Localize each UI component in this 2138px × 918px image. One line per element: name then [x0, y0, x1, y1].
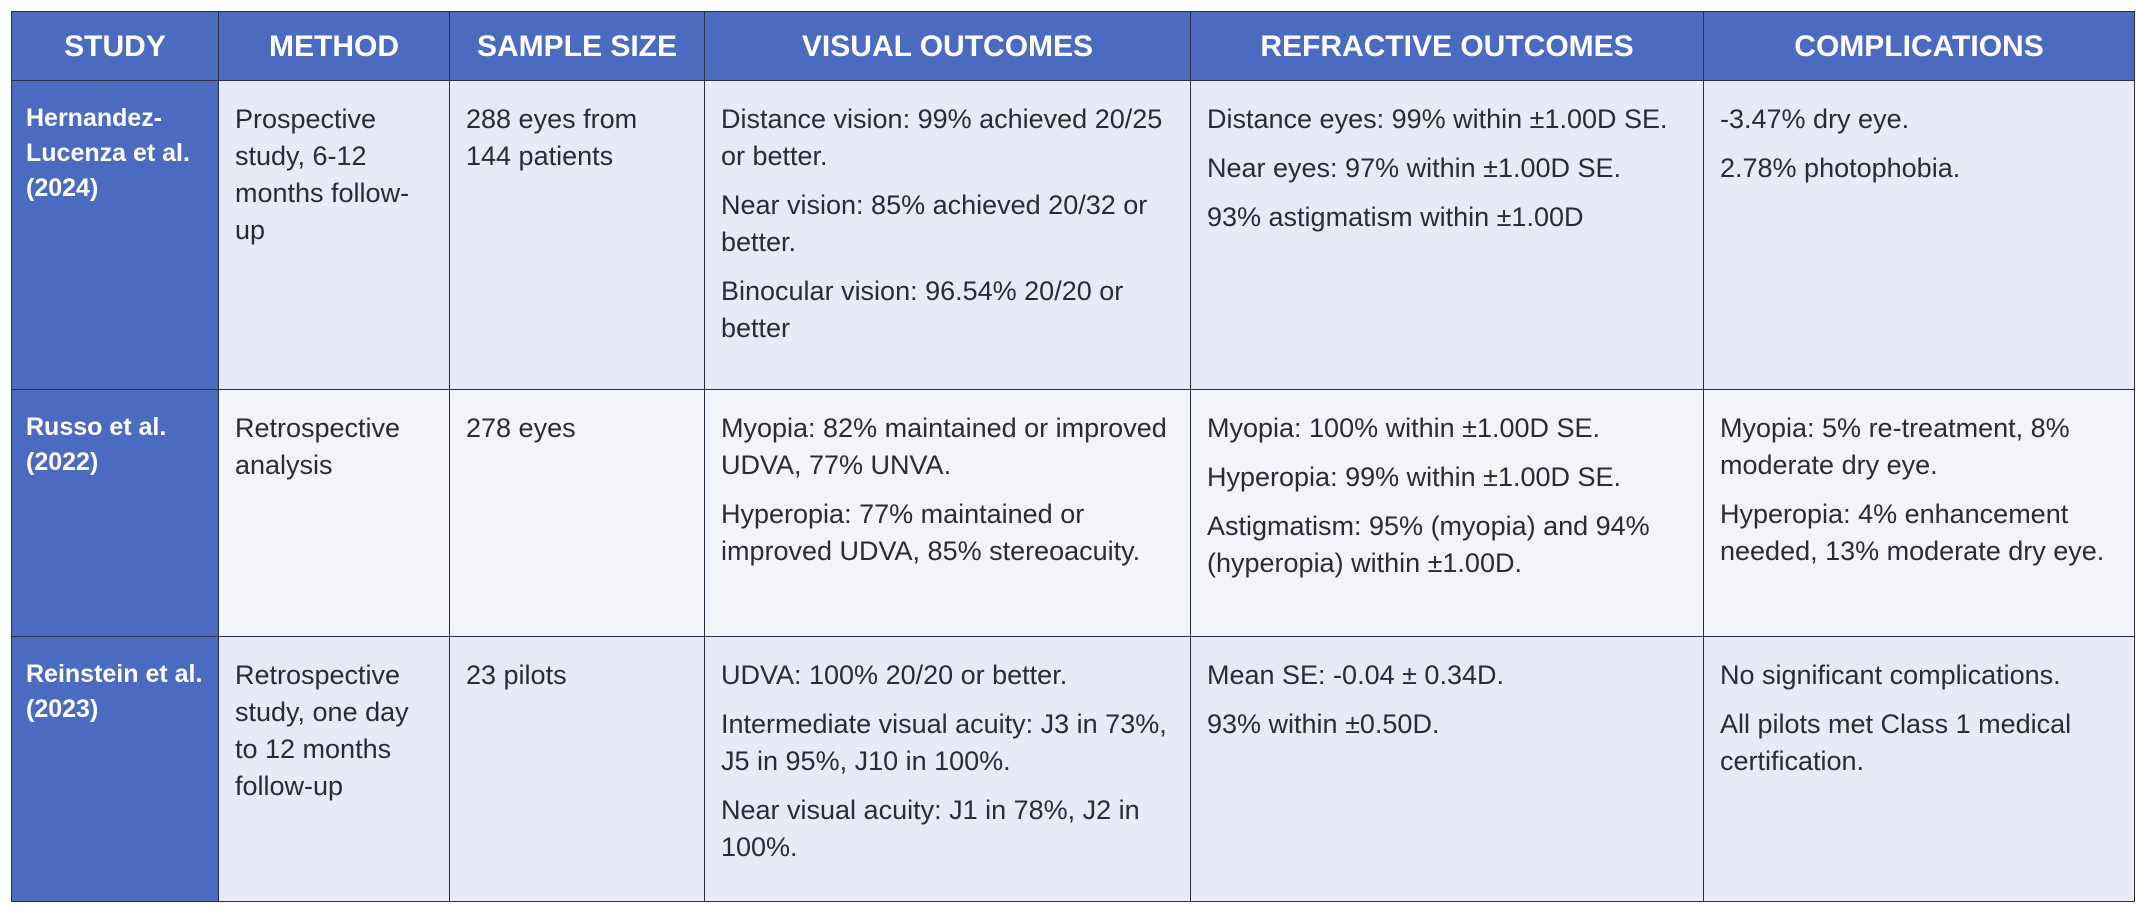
table-cell: Mean SE: -0.04 ± 0.34D. 93% within ±0.50D… [1190, 636, 1704, 902]
cell-text: Myopia: 100% within ±1.00D SE. [1207, 413, 1601, 443]
table-cell: Distance vision: 99% achieved 20/25 or b… [704, 80, 1191, 390]
header-cell: COMPLICATIONS [1703, 11, 2135, 81]
cell-text: Myopia: 5% re-treatment, 8% moderate dry… [1720, 413, 2070, 480]
table-cell: 23 pilots [449, 636, 705, 902]
cell-text: Mean SE: -0.04 ± 0.34D. [1207, 660, 1504, 690]
cell-text: Retrospective analysis [235, 413, 401, 480]
table-cell: No significant complications. All pilots … [1703, 636, 2135, 902]
cell-text: 278 eyes [466, 413, 576, 443]
cell-text: Intermediate visual acuity: J3 in 73%, J… [721, 709, 1167, 776]
cell-text: Reinstein et al. (2023) [26, 660, 203, 723]
cell-text: Near vision: 85% achieved 20/32 or bette… [721, 190, 1148, 257]
cell-text: 288 eyes from 144 patients [466, 104, 638, 171]
cell-text: Near eyes: 97% within ±1.00D SE. [1207, 153, 1622, 183]
cell-text: Retrospective study, one day to 12 month… [235, 660, 409, 801]
cell-text: Myopia: 82% maintained or improved UDVA,… [721, 413, 1167, 480]
cell-text: All pilots met Class 1 medical certifica… [1720, 709, 2072, 776]
cell-text: 23 pilots [466, 660, 567, 690]
cell-text: Near visual acuity: J1 in 78%, J2 in 100… [721, 795, 1140, 862]
table-cell: Myopia: 5% re-treatment, 8% moderate dry… [1703, 389, 2135, 637]
table-cell: Retrospective analysis [218, 389, 450, 637]
cell-text: Binocular vision: 96.54% 20/20 or better [721, 276, 1124, 343]
table-cell: UDVA: 100% 20/20 or better. Intermediate … [704, 636, 1191, 902]
cell-text: 2.78% photophobia. [1720, 153, 1961, 183]
table-cell: Myopia: 100% within ±1.00D SE. Hyperopia:… [1190, 389, 1704, 637]
cell-text: Astigmatism: 95% (myopia) and 94% (hyper… [1207, 511, 1650, 578]
header-row: STUDY METHOD SAMPLE SIZE VISUAL OUTCOMES REF… [11, 11, 2135, 81]
table-cell: 278 eyes [449, 389, 705, 637]
header-cell: METHOD [218, 11, 450, 81]
table-cell: Retrospective study, one day to 12 month… [218, 636, 450, 902]
cell-text: Hyperopia: 77% maintained or improved UD… [721, 499, 1141, 566]
table-row: Reinstein et al. (2023) Retrospective stu… [11, 636, 2135, 902]
table-body: Hernandez-Lucenza et al. (2024) Prospecti… [11, 80, 2135, 902]
cell-text: Hernandez-Lucenza et al. (2024) [26, 104, 190, 202]
header-cell: STUDY [11, 11, 219, 81]
cell-text: 93% astigmatism within ±1.00D [1207, 202, 1584, 232]
cell-text: Hyperopia: 4% enhancement needed, 13% mo… [1720, 499, 2105, 566]
cell-text: UDVA: 100% 20/20 or better. [721, 660, 1068, 690]
table-cell: Myopia: 82% maintained or improved UDVA,… [704, 389, 1191, 637]
cell-text: Distance vision: 99% achieved 20/25 or b… [721, 104, 1163, 171]
table-cell: -3.47% dry eye. 2.78% photophobia. [1703, 80, 2135, 390]
cell-text: Hyperopia: 99% within ±1.00D SE. [1207, 462, 1622, 492]
header-cell: SAMPLE SIZE [449, 11, 705, 81]
cell-text: Distance eyes: 99% within ±1.00D SE. [1207, 104, 1668, 134]
header-cell: REFRACTIVE OUTCOMES [1190, 11, 1704, 81]
study-table: STUDY METHOD SAMPLE SIZE VISUAL OUTCOMES REF… [11, 11, 2135, 902]
table-row: Russo et al. (2022) Retrospective analysi… [11, 389, 2135, 637]
table-cell: Distance eyes: 99% within ±1.00D SE. Near… [1190, 80, 1704, 390]
table-row: Hernandez-Lucenza et al. (2024) Prospecti… [11, 80, 2135, 390]
cell-text: Russo et al. (2022) [26, 413, 167, 476]
cell-text: Prospective study, 6-12 months follow-up [235, 104, 410, 245]
study-cell: Hernandez-Lucenza et al. (2024) [11, 80, 219, 390]
cell-text: No significant complications. [1720, 660, 2061, 690]
cell-text: -3.47% dry eye. [1720, 104, 1910, 134]
header-cell: VISUAL OUTCOMES [704, 11, 1191, 81]
cell-text: 93% within ±0.50D. [1207, 709, 1440, 739]
table-cell: 288 eyes from 144 patients [449, 80, 705, 390]
table-cell: Prospective study, 6-12 months follow-up [218, 80, 450, 390]
study-cell: Russo et al. (2022) [11, 389, 219, 637]
study-cell: Reinstein et al. (2023) [11, 636, 219, 902]
